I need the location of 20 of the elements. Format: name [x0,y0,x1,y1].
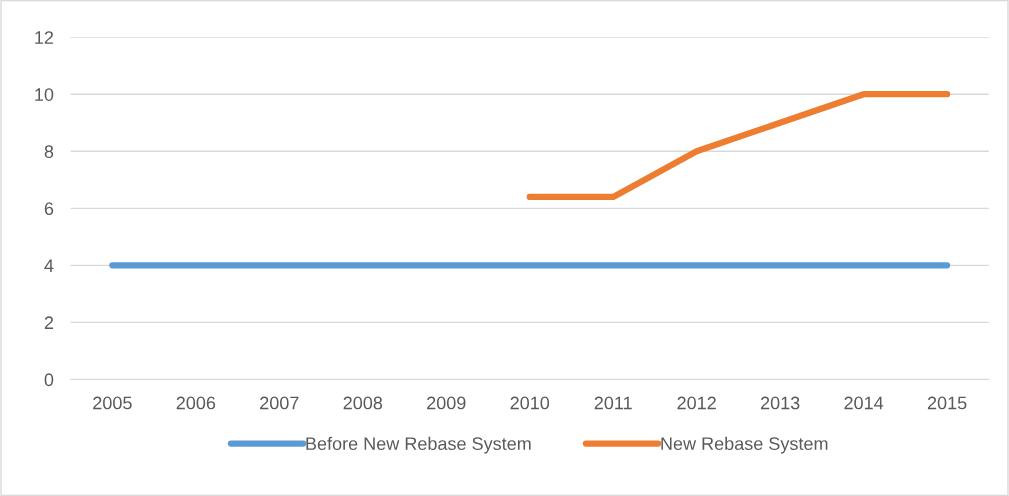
x-tick-label: 2011 [594,396,632,410]
x-tick-label: 2009 [427,396,466,410]
y-tick-label: 10 [35,88,54,101]
y-tick-label: 0 [44,373,54,387]
legend-label: Before New Rebase System [306,436,531,454]
x-tick-label: 2005 [93,396,132,410]
y-tick-label: 6 [44,202,54,216]
x-tick-label: 2014 [844,396,884,410]
x-tick-label: 2013 [760,396,800,410]
y-tick-label: 2 [44,316,54,329]
x-tick-label: 2012 [677,396,716,410]
x-tick-label: 2006 [176,396,216,410]
x-tick-label: 2010 [510,396,550,410]
x-tick-label: 2008 [343,396,383,410]
y-tick-label: 8 [44,145,54,158]
y-tick-label: 4 [44,259,54,272]
x-tick-label: 2015 [927,396,967,410]
y-tick-label: 12 [35,31,54,44]
x-tick-label: 2007 [260,396,299,410]
legend-label: New Rebase System [661,436,828,454]
